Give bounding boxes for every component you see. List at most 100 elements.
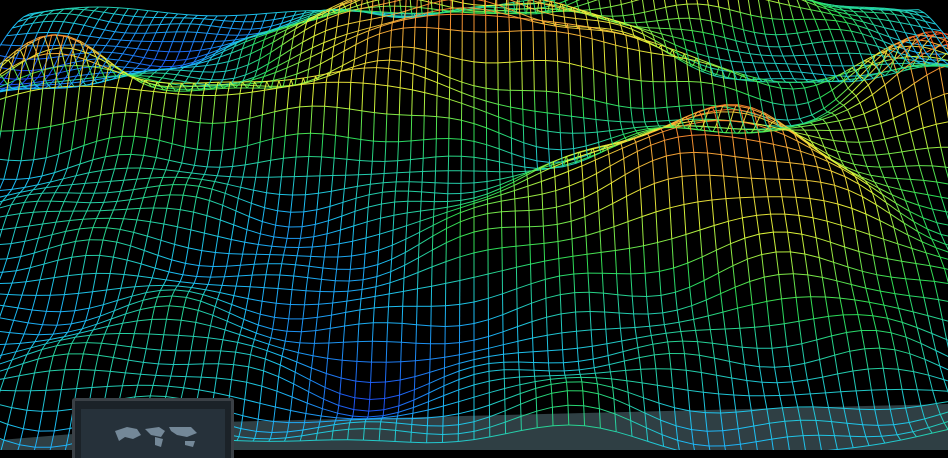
mesh-line xyxy=(130,25,140,26)
mesh-line xyxy=(423,171,436,172)
mesh-line xyxy=(300,440,316,441)
mesh-line xyxy=(707,431,723,432)
mesh-line xyxy=(384,173,397,174)
mesh-line xyxy=(740,197,754,198)
mesh-line xyxy=(498,62,510,63)
mesh-line xyxy=(389,306,403,307)
mesh-line xyxy=(215,95,227,96)
mesh-line xyxy=(33,212,46,213)
mesh-line xyxy=(534,91,546,92)
mesh-line xyxy=(590,312,605,313)
mesh-line xyxy=(64,8,69,9)
mesh-line xyxy=(827,53,838,54)
mesh-line xyxy=(357,361,372,362)
mesh-line xyxy=(40,37,45,38)
mesh-line xyxy=(86,85,90,86)
mesh-line xyxy=(498,90,510,91)
mesh-line xyxy=(530,226,544,227)
mesh-line xyxy=(305,304,319,305)
mesh-line xyxy=(779,274,794,275)
mesh-line xyxy=(703,105,715,106)
mesh-line xyxy=(509,31,521,32)
mesh-line xyxy=(0,283,12,284)
mesh-line xyxy=(474,15,486,16)
mesh-line xyxy=(535,376,550,377)
mesh-line xyxy=(798,64,809,65)
mesh-line xyxy=(163,285,177,286)
mesh-line xyxy=(683,341,698,342)
mesh-line xyxy=(156,32,166,33)
mesh-line xyxy=(474,5,485,6)
mesh-line xyxy=(224,21,234,22)
mesh-line xyxy=(854,12,864,13)
mesh-line xyxy=(780,395,795,396)
mesh-line xyxy=(864,12,874,13)
mesh-line xyxy=(105,334,120,335)
mesh-line xyxy=(397,172,410,173)
mesh-line xyxy=(101,52,112,53)
mesh-line xyxy=(649,28,660,29)
mesh-line xyxy=(474,11,485,12)
mesh-line xyxy=(197,277,211,278)
mesh-line xyxy=(254,21,264,22)
mesh-line xyxy=(156,375,171,376)
mesh-line xyxy=(893,166,906,167)
mesh-line xyxy=(549,149,562,150)
mesh-line xyxy=(868,368,883,369)
mesh-line xyxy=(751,178,765,179)
mesh-line xyxy=(645,121,657,122)
mesh-line xyxy=(659,28,670,29)
mesh-line xyxy=(550,375,565,376)
mesh-line xyxy=(50,295,64,296)
mesh-line xyxy=(329,342,344,343)
mesh-line xyxy=(560,133,572,134)
mesh-line xyxy=(53,21,63,22)
mesh-line xyxy=(280,194,293,195)
mesh-line xyxy=(725,328,740,329)
mesh-line xyxy=(519,362,534,363)
mesh-line xyxy=(395,201,408,202)
mesh-line xyxy=(378,60,390,61)
mesh-line xyxy=(515,211,529,212)
mesh-line xyxy=(297,256,311,257)
mesh-line xyxy=(311,256,325,257)
mesh-line xyxy=(742,62,753,63)
mesh-line xyxy=(906,166,919,167)
mesh-line xyxy=(140,168,153,169)
mesh-line xyxy=(39,334,54,335)
mesh-line xyxy=(150,396,165,397)
mesh-line xyxy=(464,12,475,13)
mesh-line xyxy=(519,370,534,371)
mesh-line xyxy=(82,273,96,274)
mesh-line xyxy=(1,45,12,46)
mesh-line xyxy=(805,55,816,56)
mesh-line xyxy=(427,434,443,435)
mesh-line xyxy=(334,291,348,292)
mesh-line xyxy=(371,174,384,175)
mesh-line xyxy=(150,177,163,178)
mesh-line xyxy=(431,326,445,327)
mesh-line xyxy=(576,312,591,313)
mesh-line xyxy=(42,193,55,194)
mesh-line xyxy=(631,108,643,109)
mesh-line xyxy=(379,6,390,7)
mesh-line xyxy=(371,382,386,383)
mesh-line xyxy=(502,227,516,228)
mesh-line xyxy=(816,54,827,55)
mesh-line xyxy=(149,334,164,335)
mesh-line xyxy=(110,218,124,219)
mesh-line xyxy=(346,175,359,176)
mesh-line xyxy=(694,152,708,153)
mesh-line xyxy=(305,422,320,423)
mesh-line xyxy=(416,343,431,344)
mesh-line xyxy=(189,364,204,365)
mesh-line xyxy=(443,434,459,435)
mesh-line xyxy=(874,13,884,14)
mesh-line xyxy=(690,126,703,127)
mesh-line xyxy=(100,210,113,211)
mesh-line xyxy=(134,16,144,17)
mesh-line xyxy=(360,161,373,162)
mesh-line xyxy=(300,343,315,344)
mesh-line xyxy=(9,160,22,161)
mesh-line xyxy=(135,76,139,77)
